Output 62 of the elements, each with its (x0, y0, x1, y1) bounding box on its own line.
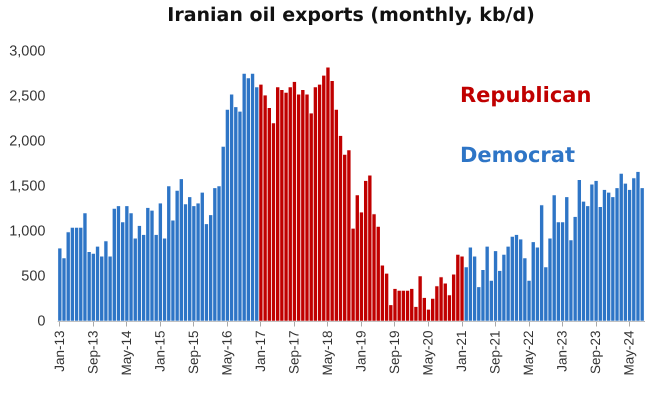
bar (200, 192, 205, 322)
bar (409, 288, 414, 322)
x-tick-label: Sep-21 (488, 330, 503, 374)
bar (564, 196, 570, 322)
text: Republican (460, 83, 592, 107)
x-tick-label: Jan-13 (52, 330, 67, 372)
y-tick-label: 500 (21, 268, 46, 284)
bar (166, 186, 172, 322)
bar (484, 246, 490, 322)
x-tick-label: May-22 (521, 330, 536, 376)
bar (104, 240, 108, 322)
bar (150, 210, 154, 322)
bar (346, 150, 352, 322)
bar (518, 238, 523, 322)
bar (514, 234, 519, 322)
x-tick-label: Sep-23 (588, 330, 604, 374)
bar (438, 276, 444, 322)
bar (70, 227, 75, 322)
x-tick-label: May-14 (118, 330, 134, 376)
y-tick-label: 1,500 (9, 178, 46, 194)
x-tick-label: Sep-19 (386, 330, 402, 374)
bar (468, 246, 473, 322)
x-tick-label: Jan-17 (252, 330, 268, 372)
bar (392, 288, 398, 322)
bar (116, 206, 121, 322)
x-tick-label: Sep-13 (85, 330, 100, 374)
chart-title: Iranian oil exports (monthly, kb/d) (167, 4, 535, 26)
bar (326, 66, 330, 322)
bar (552, 194, 556, 322)
bar (250, 73, 255, 322)
x-tick-label: Jan-15 (152, 330, 168, 372)
bar (82, 212, 88, 322)
bar (313, 86, 318, 322)
bar (636, 171, 640, 322)
bar (292, 81, 297, 322)
y-tick-label: 2,500 (9, 88, 46, 104)
x-tick-label: May-24 (622, 330, 637, 376)
bar (368, 174, 372, 322)
x-tick-label: Jan-23 (554, 330, 570, 372)
x-tick-label: Sep-15 (186, 330, 201, 374)
bar (460, 256, 464, 322)
y-tick-label: 0 (37, 314, 46, 330)
x-tick-label: Sep-17 (286, 330, 302, 374)
bar (493, 250, 498, 322)
bar (137, 225, 142, 322)
bar (418, 276, 422, 322)
x-tick-label: May-18 (320, 330, 335, 376)
bar (405, 290, 410, 322)
x-tick-label: Jan-21 (454, 330, 470, 372)
bar (304, 94, 310, 322)
bar (158, 202, 163, 322)
x-tick-label: May-20 (420, 330, 436, 376)
x-tick-label: May-16 (219, 330, 234, 376)
bar (602, 189, 607, 322)
bar (95, 246, 100, 322)
x-tick-label: Jan-19 (353, 330, 368, 372)
bar (590, 184, 594, 322)
y-tick-label: 3,000 (9, 44, 46, 60)
bar (539, 204, 544, 322)
series-label: Democrat (460, 143, 575, 167)
y-tick-label: 1,000 (9, 224, 46, 240)
y-tick-label: 2,000 (9, 134, 46, 150)
